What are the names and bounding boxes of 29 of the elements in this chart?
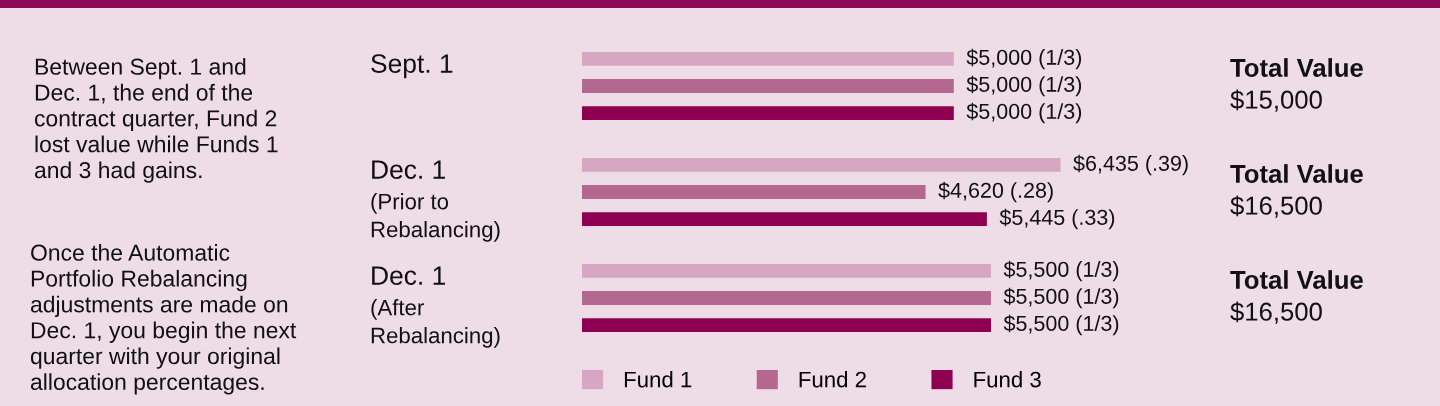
data-label: $5,500 (1/3)	[1003, 314, 1119, 336]
text: Total Value $16,500	[1230, 270, 1363, 324]
data-label: $6,435 (.39)	[1073, 154, 1188, 176]
y-tick-label: Sept. 1	[371, 54, 453, 79]
y-tick-label: Dec. 1 (After Rebalancing)	[371, 266, 500, 348]
y-tick-label: Dec. 1 (Prior to Rebalancing)	[371, 160, 500, 242]
text: Total Value $15,000	[1230, 58, 1363, 112]
data-label: $5,500 (1/3)	[1003, 287, 1119, 309]
data-label: $5,500 (1/3)	[1003, 260, 1119, 282]
bar	[582, 158, 1061, 172]
bar	[582, 264, 991, 278]
legend-label: Fund 1	[624, 371, 692, 388]
text: Between Sept. 1 and Dec. 1, the end of the contract quarter, Fund 2 lost value while Funds 1 and 3 had gains.	[34, 58, 278, 183]
bar	[582, 291, 991, 305]
data-label: $4,620 (.28)	[938, 181, 1053, 203]
text: Total Value $16,500	[1230, 164, 1363, 218]
data-label: $5,000 (1/3)	[966, 48, 1082, 70]
bar	[582, 212, 987, 226]
bar	[582, 52, 954, 66]
data-label: $5,000 (1/3)	[966, 75, 1082, 97]
bar	[582, 106, 954, 120]
bar	[582, 318, 991, 332]
data-label: $5,445 (.33)	[999, 208, 1115, 230]
legend-label: Fund 2	[799, 371, 866, 388]
bar	[582, 185, 926, 199]
data-label: $5,000 (1/3)	[966, 102, 1082, 124]
bar	[582, 79, 954, 93]
text: Once the Automatic Portfolio Rebalancing adjustments are made on Dec. 1, you begin the next quarter with your original allocation percentages.	[30, 244, 297, 395]
legend-label: Fund 3	[974, 371, 1041, 388]
